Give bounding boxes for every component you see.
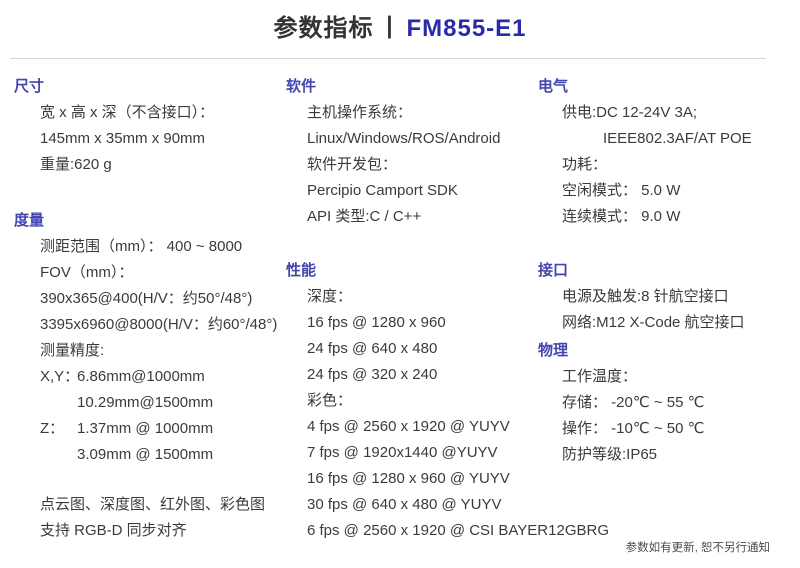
line-value: 3.09mm @ 1500mm	[77, 446, 214, 463]
section-heading-physical: 物理	[538, 342, 569, 359]
spec-line: 24 fps @ 640 x 480	[307, 340, 438, 357]
spec-line: 3.09mm @ 1500mm	[14, 442, 284, 468]
header-divider	[10, 58, 766, 59]
line-value: 10.29mm@1500mm	[77, 394, 214, 411]
section-interface: 接口电源及触发:8 针航空接口 网络:M12 X-Code 航空接口	[538, 258, 798, 336]
spec-line: 16 fps @ 1280 x 960	[307, 314, 446, 331]
spec-line: API 类型:C / C++	[307, 208, 422, 225]
spec-line: 4 fps @ 2560 x 1920 @ YUYV	[307, 418, 510, 435]
spec-line: 宽 x 高 x 深（不含接口）：	[40, 104, 215, 121]
spec-line: X,Y：6.86mm@1000mm	[14, 364, 284, 390]
spec-line: Z： 1.37mm @ 1000mm	[14, 416, 284, 442]
spec-line: 10.29mm@1500mm	[14, 390, 284, 416]
product-model: FM855-E1	[406, 15, 527, 42]
title-separator: 丨	[377, 15, 403, 42]
spec-line: 支持 RGB-D 同步对齐	[40, 522, 187, 539]
spec-line: 存储： -20℃ ~ 55 ℃	[562, 394, 705, 411]
spec-line: 6 fps @ 2560 x 1920 @ CSI BAYER12GBRG	[307, 522, 609, 539]
section-heading-software: 软件	[286, 78, 317, 95]
spec-line: 145mm x 35mm x 90mm	[40, 130, 206, 147]
spec-line: 空闲模式： 5.0 W	[562, 182, 681, 199]
section-heading-metrics: 度量	[14, 212, 45, 229]
spec-line: 连续模式： 9.0 W	[562, 208, 681, 225]
spec-line: 彩色：	[307, 392, 353, 409]
spec-line: FOV（mm）：	[40, 264, 134, 281]
spec-line: Linux/Windows/ROS/Android	[307, 130, 501, 147]
spec-line: 电源及触发:8 针航空接口	[562, 288, 729, 305]
column-middle: 软件主机操作系统： Linux/Windows/ROS/Android 软件开发包：…	[286, 74, 609, 544]
spec-line: 软件开发包：	[307, 156, 398, 173]
section-software: 软件主机操作系统： Linux/Windows/ROS/Android 软件开发包：…	[286, 74, 586, 230]
spec-line: 24 fps @ 320 x 240	[307, 366, 438, 383]
spec-line: 390x365@400(H/V：约50°/48°)	[40, 290, 253, 307]
section-physical: 物理工作温度： 存储： -20℃ ~ 55 ℃ 操作： -10℃ ~ 50 ℃ 防护等…	[538, 338, 798, 468]
section-heading-electrical: 电气	[538, 78, 569, 95]
section-heading-interface: 接口	[538, 262, 569, 279]
spec-line: Percipio Camport SDK	[307, 182, 458, 199]
section-imaging-note: 点云图、深度图、红外图、彩色图 支持 RGB-D 同步对齐	[14, 492, 284, 544]
spec-line: 7 fps @ 1920x1440 @YUYV	[307, 444, 498, 461]
spec-line: 网络:M12 X-Code 航空接口	[562, 314, 745, 331]
line-value: 1.37mm @ 1000mm	[77, 420, 214, 437]
spec-line: IEEE802.3AF/AT POE	[603, 130, 752, 147]
page-title: 参数指标丨 FM855-E1	[0, 12, 800, 46]
spec-line: 测距范围（mm）： 400 ~ 8000	[40, 238, 243, 255]
section-heading-dimensions: 尺寸	[14, 78, 45, 95]
footer-note: 参数如有更新, 恕不另行通知	[625, 542, 770, 554]
section-electrical: 电气供电:DC 12-24V 3A; IEEE802.3AF/AT POE 功耗： 空…	[538, 74, 798, 230]
column-left: 尺寸宽 x 高 x 深（不含接口）： 145mm x 35mm x 90mm 重量:…	[14, 74, 284, 544]
spec-line: 工作温度：	[562, 368, 638, 385]
spec-line: 测量精度:	[40, 342, 105, 359]
spec-line: 30 fps @ 640 x 480 @ YUYV	[307, 496, 502, 513]
title-text: 参数指标	[273, 15, 374, 42]
spec-line: 3395x6960@8000(H/V：约60°/48°)	[40, 316, 278, 333]
line-label: X,Y：	[40, 368, 80, 385]
section-heading-performance: 性能	[286, 262, 317, 279]
spec-line: 点云图、深度图、红外图、彩色图	[40, 496, 266, 513]
line-value: 6.86mm@1000mm	[77, 368, 205, 385]
line-label: Z：	[40, 420, 65, 437]
spec-line: 16 fps @ 1280 x 960 @ YUYV	[307, 470, 510, 487]
section-metrics: 度量测距范围（mm）： 400 ~ 8000 FOV（mm）： 390x365@40…	[14, 208, 284, 468]
section-performance: 性能深度： 16 fps @ 1280 x 960 24 fps @ 640 x 4…	[286, 258, 609, 544]
spec-line: 功耗：	[562, 156, 608, 173]
spec-line: 防护等级:IP65	[562, 446, 658, 463]
spec-line: 供电:DC 12-24V 3A;	[562, 104, 698, 121]
spec-line: 操作： -10℃ ~ 50 ℃	[562, 420, 705, 437]
column-right: 电气供电:DC 12-24V 3A; IEEE802.3AF/AT POE 功耗： 空…	[538, 74, 798, 468]
spec-line: 主机操作系统：	[307, 104, 413, 121]
section-dimensions: 尺寸宽 x 高 x 深（不含接口）： 145mm x 35mm x 90mm 重量:…	[14, 74, 284, 178]
spec-line: 深度：	[307, 288, 353, 305]
spec-line: 重量:620 g	[40, 156, 112, 173]
